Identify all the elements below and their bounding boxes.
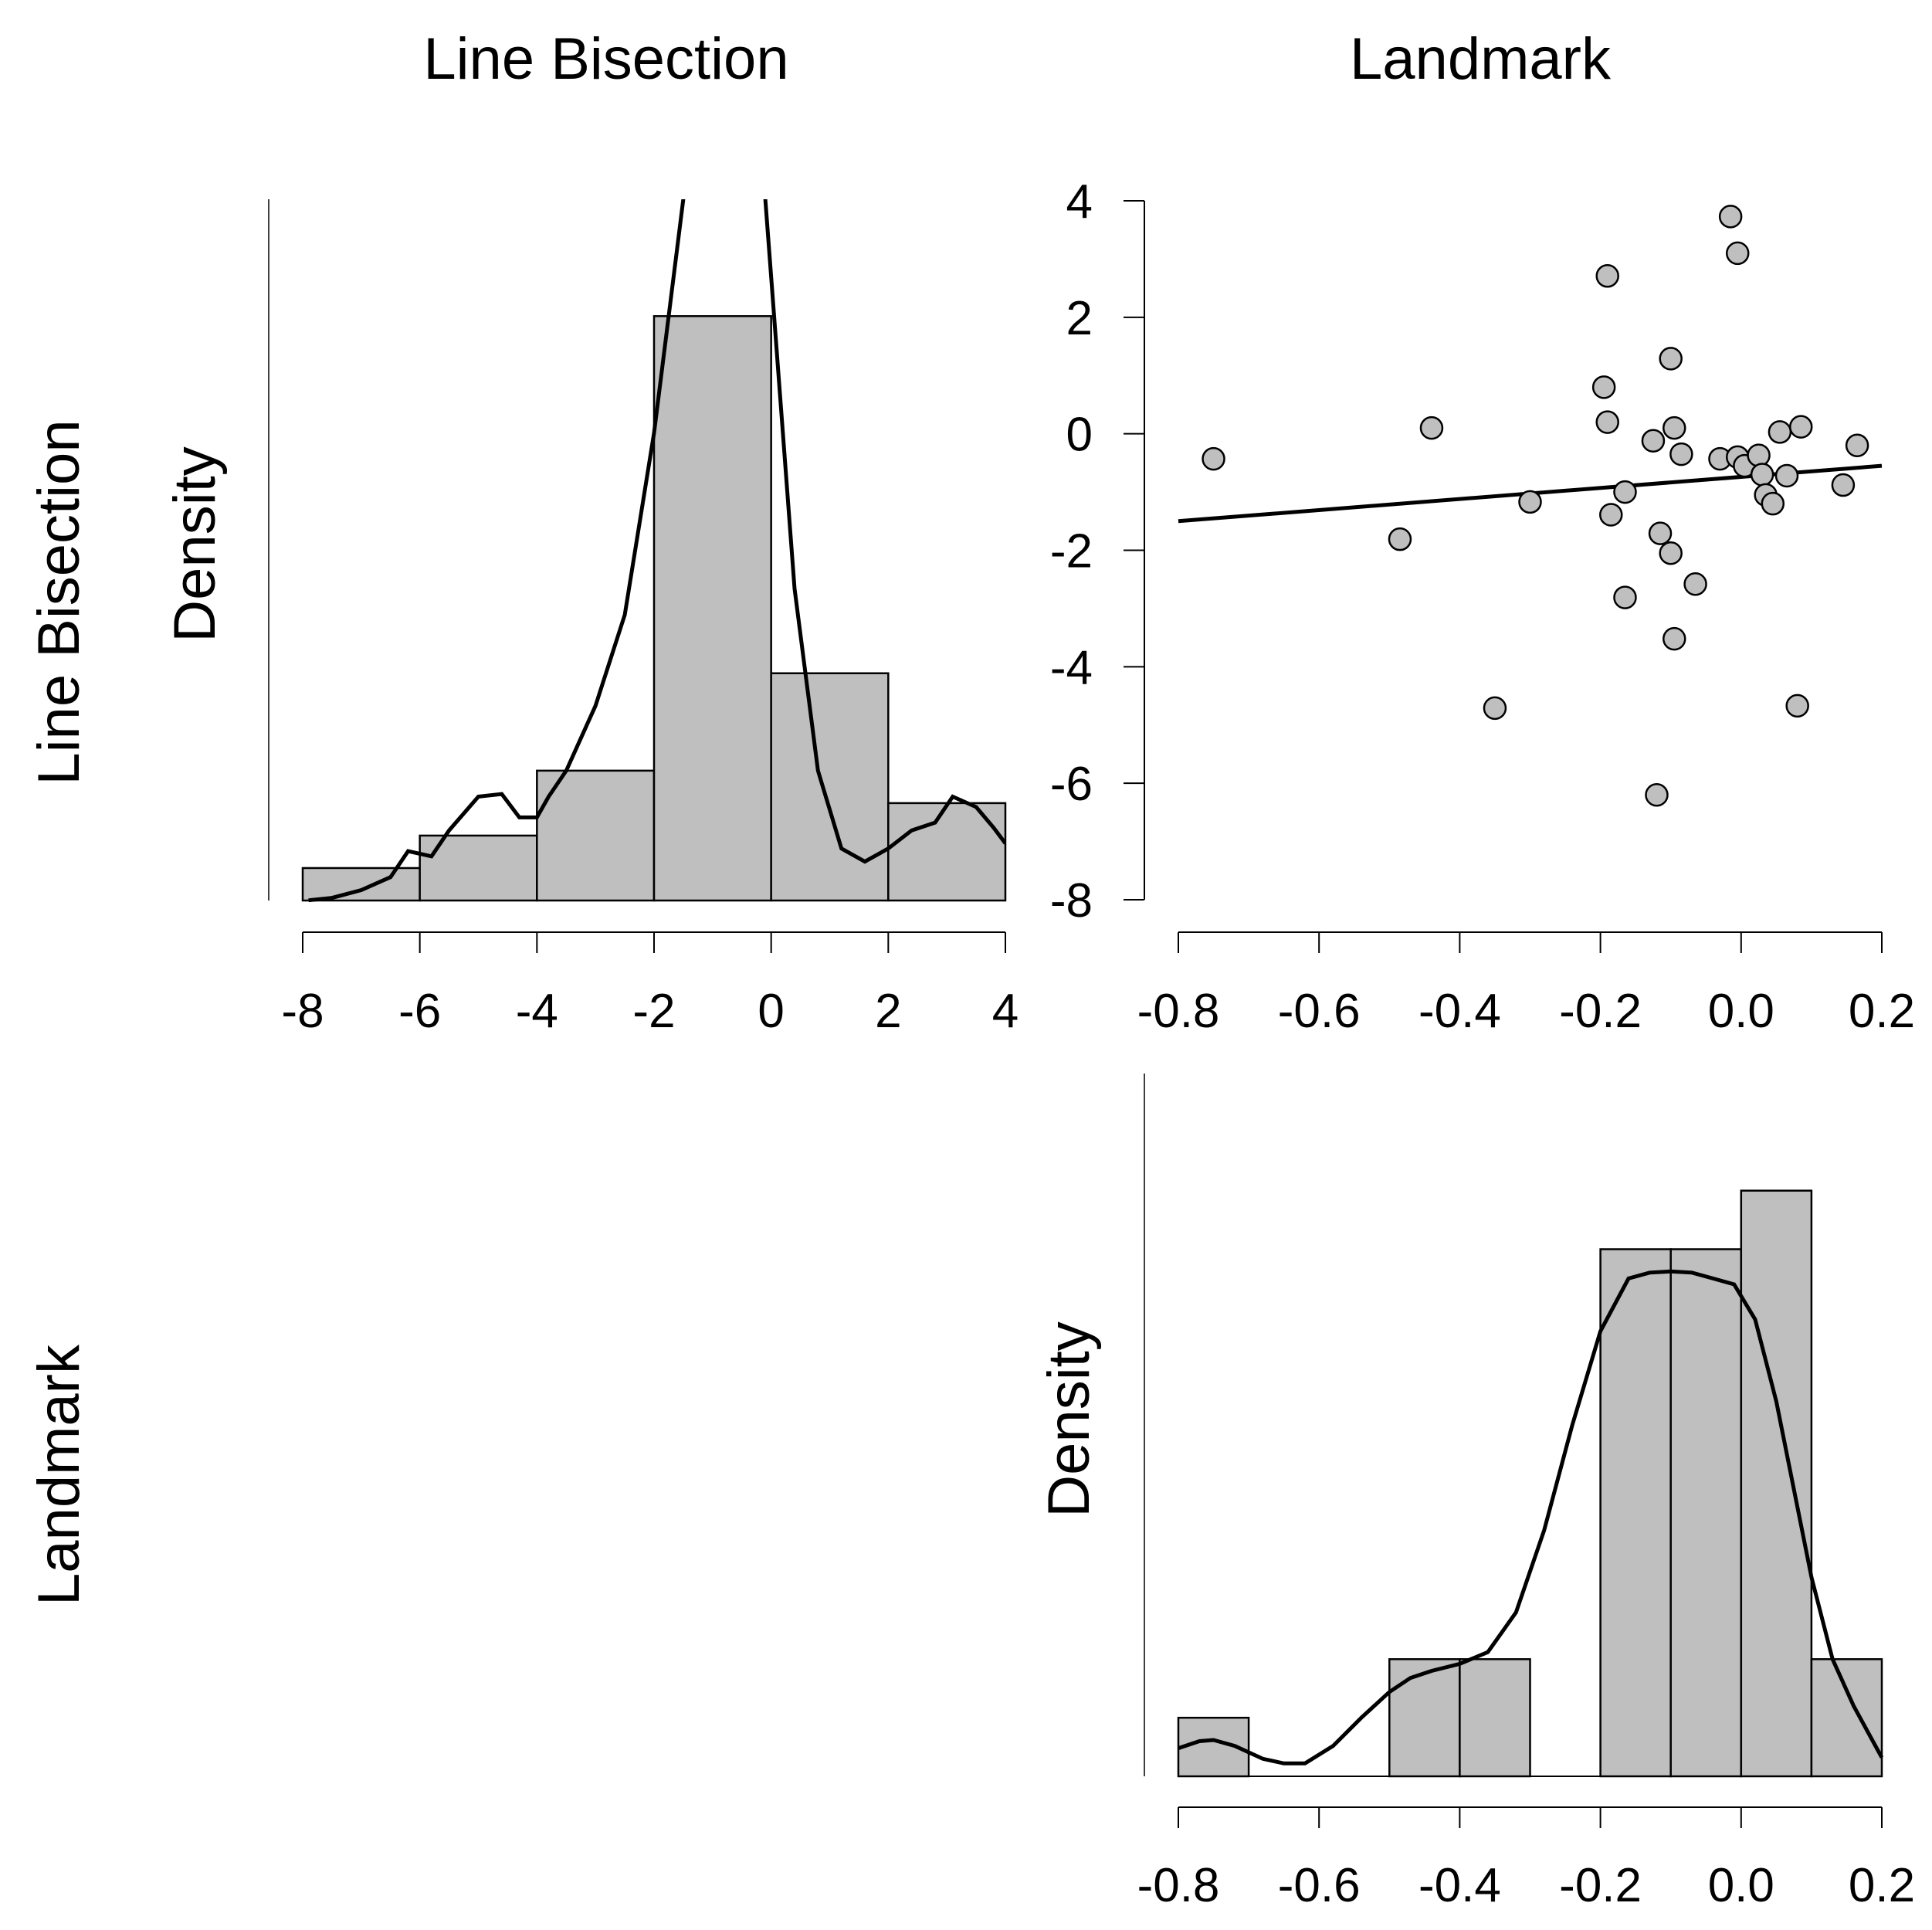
lm-hist-bar-8 <box>1740 1189 1813 1778</box>
lb-x-tick-label: -6 <box>398 985 441 1038</box>
lm-x-tick-label: 0.2 <box>1849 1859 1915 1912</box>
lb-hist-bar-4 <box>770 672 890 902</box>
row-label-line-bisection: Line Bisection <box>26 419 92 785</box>
scatter-point-4 <box>1518 490 1542 514</box>
lm-x-tick-label: 0.0 <box>1708 1859 1774 1912</box>
scatter-point-34 <box>1845 433 1869 457</box>
scatter-x-tick-label: -0.6 <box>1278 985 1361 1038</box>
scatter-point-5 <box>1595 264 1619 288</box>
density-label-line-bisection: Density <box>162 446 228 642</box>
scatter-point-2 <box>1419 416 1444 440</box>
scatter-x-tick-label: -0.4 <box>1418 985 1501 1038</box>
scatter-y-tick-label: 2 <box>1066 292 1093 345</box>
column-title-line-bisection: Line Bisection <box>423 26 788 92</box>
scatter-point-25 <box>1747 443 1771 467</box>
scatter-point-9 <box>1613 480 1637 504</box>
scatter-point-29 <box>1768 420 1792 444</box>
scatter-point-32 <box>1785 694 1809 718</box>
lb-x-tick-label: 0 <box>758 985 784 1038</box>
scatter-point-0 <box>1202 446 1225 471</box>
scatter-point-15 <box>1663 416 1686 440</box>
landmark-histogram-panel: -0.8 -0.6 -0.4 -0.2 0.0 0.2 <box>1137 1074 1915 1912</box>
lm-density-curve <box>1178 1269 1884 1765</box>
lm-hist-bar-9 <box>1810 1658 1883 1778</box>
scatter-x-tick-label: -0.8 <box>1137 985 1220 1038</box>
lm-hist-bar-3 <box>1388 1658 1461 1778</box>
lm-hist-bar-7 <box>1669 1248 1743 1778</box>
scatter-y-tick-label: -6 <box>1050 758 1093 811</box>
scatter-point-18 <box>1669 442 1693 466</box>
scatter-point-3 <box>1483 696 1507 721</box>
scatterplot-panel: 4 2 0 -2 -4 -6 -8 -0.8 -0.6 -0.4 -0.2 0.0 0.2 <box>1050 175 1915 1038</box>
density-label-landmark: Density <box>1036 1321 1102 1517</box>
lm-x-tick-label: -0.4 <box>1418 1859 1501 1912</box>
scatter-y-tick-label: 0 <box>1066 409 1093 462</box>
scatter-point-1 <box>1388 527 1412 551</box>
row-label-landmark: Landmark <box>26 1344 92 1606</box>
scatter-y-tick-label: -2 <box>1050 525 1093 578</box>
scatter-x-tick-label: 0.0 <box>1708 985 1774 1038</box>
lb-x-tick-label: -4 <box>516 985 558 1038</box>
lb-hist-bar-3 <box>652 315 772 902</box>
scatter-point-17 <box>1663 626 1686 651</box>
lb-x-tick-label: -8 <box>281 985 324 1038</box>
scatter-point-19 <box>1683 572 1707 596</box>
scatter-point-7 <box>1595 410 1619 434</box>
lm-x-tick-label: -0.2 <box>1559 1859 1642 1912</box>
scatter-y-tick-label: -4 <box>1050 641 1093 694</box>
lm-x-tick-label: -0.6 <box>1278 1859 1361 1912</box>
scatter-point-21 <box>1718 205 1743 229</box>
scatter-point-6 <box>1591 375 1616 399</box>
scatter-y-tick-label: 4 <box>1066 175 1093 229</box>
lm-x-tick-label: -0.8 <box>1137 1859 1220 1912</box>
scatter-point-22 <box>1725 241 1750 266</box>
scatter-point-33 <box>1831 473 1856 497</box>
lb-x-tick-label: 2 <box>875 985 901 1038</box>
scatter-point-13 <box>1648 521 1673 545</box>
scatter-point-31 <box>1788 415 1813 439</box>
scatter-x-tick-label: 0.2 <box>1849 985 1915 1038</box>
scatter-point-10 <box>1613 585 1637 609</box>
scatter-point-30 <box>1774 463 1799 488</box>
lb-hist-bar-5 <box>887 802 1007 902</box>
line-bisection-histogram-panel: -8 -6 -4 -2 0 2 4 <box>268 199 1019 1038</box>
lm-hist-bar-6 <box>1599 1248 1672 1778</box>
scatter-point-28 <box>1761 491 1785 516</box>
lb-hist-bar-0 <box>301 867 421 902</box>
lb-hist-bar-2 <box>536 769 656 902</box>
scatter-y-tick-label: -8 <box>1050 874 1093 928</box>
scatter-point-14 <box>1659 347 1683 371</box>
scatter-point-11 <box>1641 429 1666 453</box>
scatter-x-tick-label: -0.2 <box>1559 985 1642 1038</box>
scatter-point-12 <box>1645 783 1669 807</box>
lm-hist-bar-4 <box>1459 1658 1531 1778</box>
scatter-point-16 <box>1659 541 1683 565</box>
column-title-landmark: Landmark <box>1350 26 1612 92</box>
lb-density-curve <box>308 199 1005 903</box>
lb-x-tick-label: 4 <box>992 985 1019 1038</box>
scatter-point-8 <box>1599 503 1623 527</box>
scatter-point-26 <box>1750 463 1774 487</box>
lb-x-tick-label: -2 <box>632 985 675 1038</box>
